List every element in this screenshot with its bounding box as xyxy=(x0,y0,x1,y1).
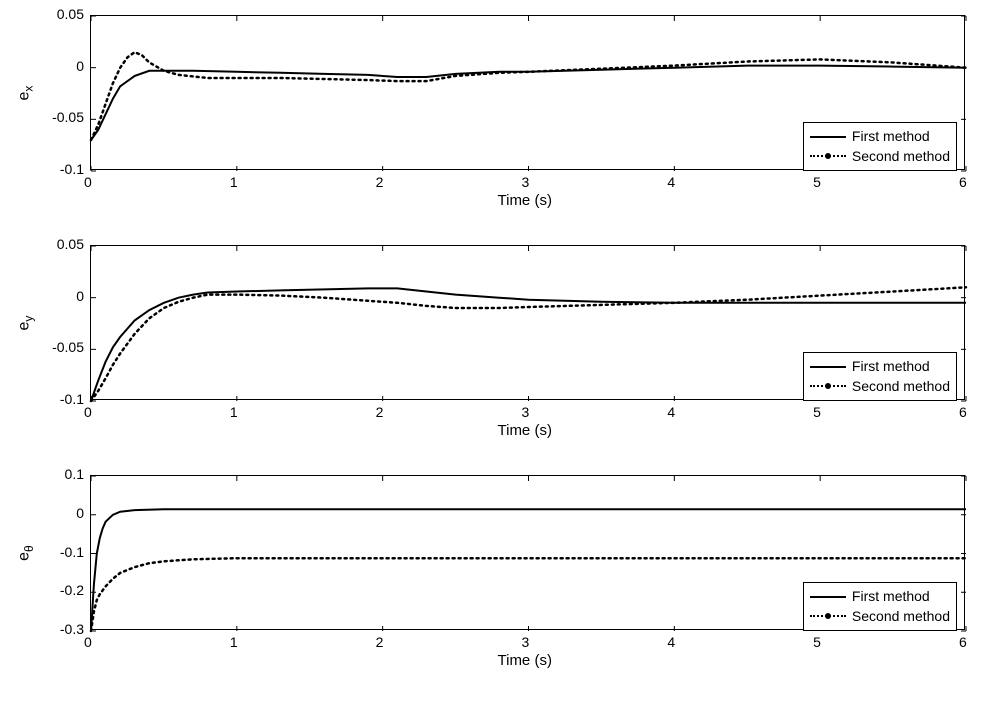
ytick-label: -0.1 xyxy=(60,544,84,560)
solid-line-icon xyxy=(810,131,846,143)
xlabel: Time (s) xyxy=(498,422,552,439)
ytick-label: 0.05 xyxy=(57,236,84,252)
xlabel: Time (s) xyxy=(498,192,552,209)
legend-entry: Second method xyxy=(810,607,950,627)
ytick-label: -0.3 xyxy=(60,621,84,637)
dotted-line-icon xyxy=(810,380,846,392)
ytick-label: 0 xyxy=(76,505,84,521)
legend: First methodSecond method xyxy=(803,122,957,171)
legend-entry: Second method xyxy=(810,147,950,167)
ylabel-ey: ey xyxy=(15,315,35,330)
legend-label: First method xyxy=(852,357,930,377)
xtick-label: 6 xyxy=(959,404,967,420)
legend-label: Second method xyxy=(852,147,950,167)
xtick-label: 0 xyxy=(84,634,92,650)
xtick-label: 5 xyxy=(813,634,821,650)
xtick-label: 2 xyxy=(376,404,384,420)
xtick-label: 3 xyxy=(522,174,530,190)
ytick-label: -0.1 xyxy=(60,161,84,177)
xtick-label: 3 xyxy=(522,634,530,650)
xtick-label: 4 xyxy=(667,404,675,420)
xtick-label: 3 xyxy=(522,404,530,420)
solid-line-icon xyxy=(810,591,846,603)
xtick-label: 5 xyxy=(813,174,821,190)
legend-label: Second method xyxy=(852,607,950,627)
xtick-label: 6 xyxy=(959,634,967,650)
xtick-label: 6 xyxy=(959,174,967,190)
legend-entry: First method xyxy=(810,127,950,147)
xtick-label: 1 xyxy=(230,174,238,190)
xtick-label: 2 xyxy=(376,174,384,190)
dotted-line-icon xyxy=(810,150,846,162)
legend-label: First method xyxy=(852,127,930,147)
legend: First methodSecond method xyxy=(803,582,957,631)
xtick-label: 2 xyxy=(376,634,384,650)
legend-entry: First method xyxy=(810,357,950,377)
xtick-label: 0 xyxy=(84,174,92,190)
xlabel: Time (s) xyxy=(498,652,552,669)
legend-entry: Second method xyxy=(810,377,950,397)
xtick-label: 1 xyxy=(230,634,238,650)
ytick-label: -0.1 xyxy=(60,391,84,407)
ytick-label: 0.1 xyxy=(65,466,84,482)
xtick-label: 1 xyxy=(230,404,238,420)
xtick-label: 4 xyxy=(667,174,675,190)
ylabel-ex: ex xyxy=(15,85,35,100)
xtick-label: 0 xyxy=(84,404,92,420)
legend-entry: First method xyxy=(810,587,950,607)
figure: 0 1 2 3 4 5 6 -0.1 -0.05 0 0.05 ex Time (s) First met… xyxy=(0,0,1000,702)
ylabel-etheta: eθ xyxy=(16,545,36,561)
ytick-label: -0.05 xyxy=(52,109,84,125)
solid-line-icon xyxy=(810,361,846,373)
legend: First methodSecond method xyxy=(803,352,957,401)
ytick-label: 0 xyxy=(76,58,84,74)
ytick-label: -0.2 xyxy=(60,582,84,598)
xtick-label: 5 xyxy=(813,404,821,420)
legend-label: Second method xyxy=(852,377,950,397)
ytick-label: 0.05 xyxy=(57,6,84,22)
ytick-label: -0.05 xyxy=(52,339,84,355)
ytick-label: 0 xyxy=(76,288,84,304)
xtick-label: 4 xyxy=(667,634,675,650)
dotted-line-icon xyxy=(810,610,846,622)
legend-label: First method xyxy=(852,587,930,607)
